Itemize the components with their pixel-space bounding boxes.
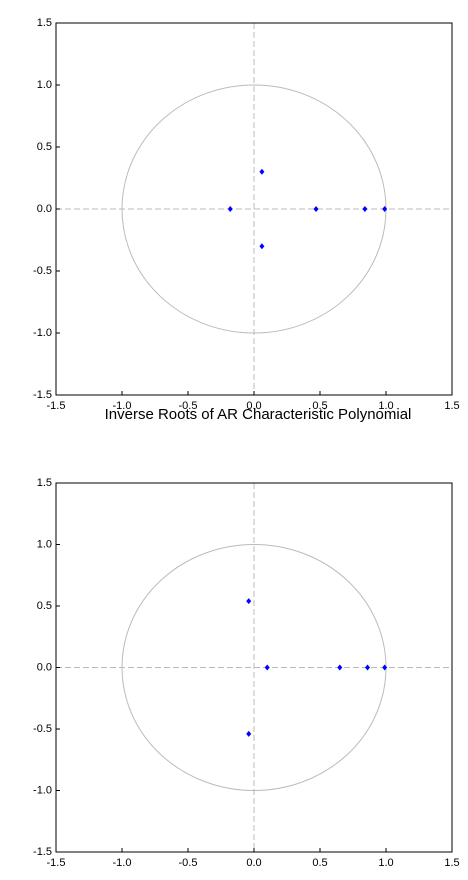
x-tick-label: -0.5 bbox=[179, 400, 198, 412]
point bbox=[259, 243, 265, 250]
y-tick-label: -1.0 bbox=[33, 327, 52, 339]
point bbox=[246, 598, 252, 605]
y-tick-label: 0.5 bbox=[37, 600, 52, 612]
x-tick-label: 0.0 bbox=[246, 857, 261, 869]
y-tick-label: -0.5 bbox=[33, 723, 52, 735]
y-tick-label: 1.0 bbox=[37, 79, 52, 91]
point bbox=[313, 206, 319, 212]
y-tick-label: 1.0 bbox=[37, 538, 52, 550]
chart-title: Inverse Roots of AR Characteristic Polyn… bbox=[105, 406, 412, 423]
point bbox=[264, 664, 270, 671]
x-tick-label: -1.0 bbox=[113, 400, 132, 412]
x-tick-label: 1.0 bbox=[378, 857, 393, 869]
point bbox=[246, 730, 252, 737]
x-tick-label: 0.0 bbox=[246, 400, 261, 412]
x-tick-label: -1.5 bbox=[47, 857, 66, 869]
y-tick-label: 0.5 bbox=[37, 141, 52, 153]
x-tick-label: 1.5 bbox=[444, 400, 459, 412]
point bbox=[365, 664, 371, 671]
y-tick-label: -1.5 bbox=[33, 846, 52, 858]
x-tick-label: 0.5 bbox=[312, 857, 327, 869]
x-tick-label: -1.0 bbox=[113, 857, 132, 869]
y-tick-label: 0.0 bbox=[37, 203, 52, 215]
y-tick-label: 1.5 bbox=[37, 17, 52, 29]
point bbox=[337, 664, 343, 671]
x-tick-label: -1.5 bbox=[47, 400, 66, 412]
y-tick-label: -1.5 bbox=[33, 389, 52, 401]
point bbox=[227, 206, 233, 212]
point bbox=[259, 168, 265, 175]
point bbox=[382, 206, 388, 212]
point bbox=[382, 664, 388, 671]
x-tick-label: 0.5 bbox=[312, 400, 327, 412]
y-tick-label: 1.5 bbox=[37, 477, 52, 489]
point bbox=[362, 206, 368, 212]
x-tick-label: -0.5 bbox=[179, 857, 198, 869]
y-tick-label: -1.0 bbox=[33, 784, 52, 796]
x-tick-label: 1.0 bbox=[378, 400, 393, 412]
y-tick-label: -0.5 bbox=[33, 265, 52, 277]
x-tick-label: 1.5 bbox=[444, 857, 459, 869]
y-tick-label: 0.0 bbox=[37, 661, 52, 673]
